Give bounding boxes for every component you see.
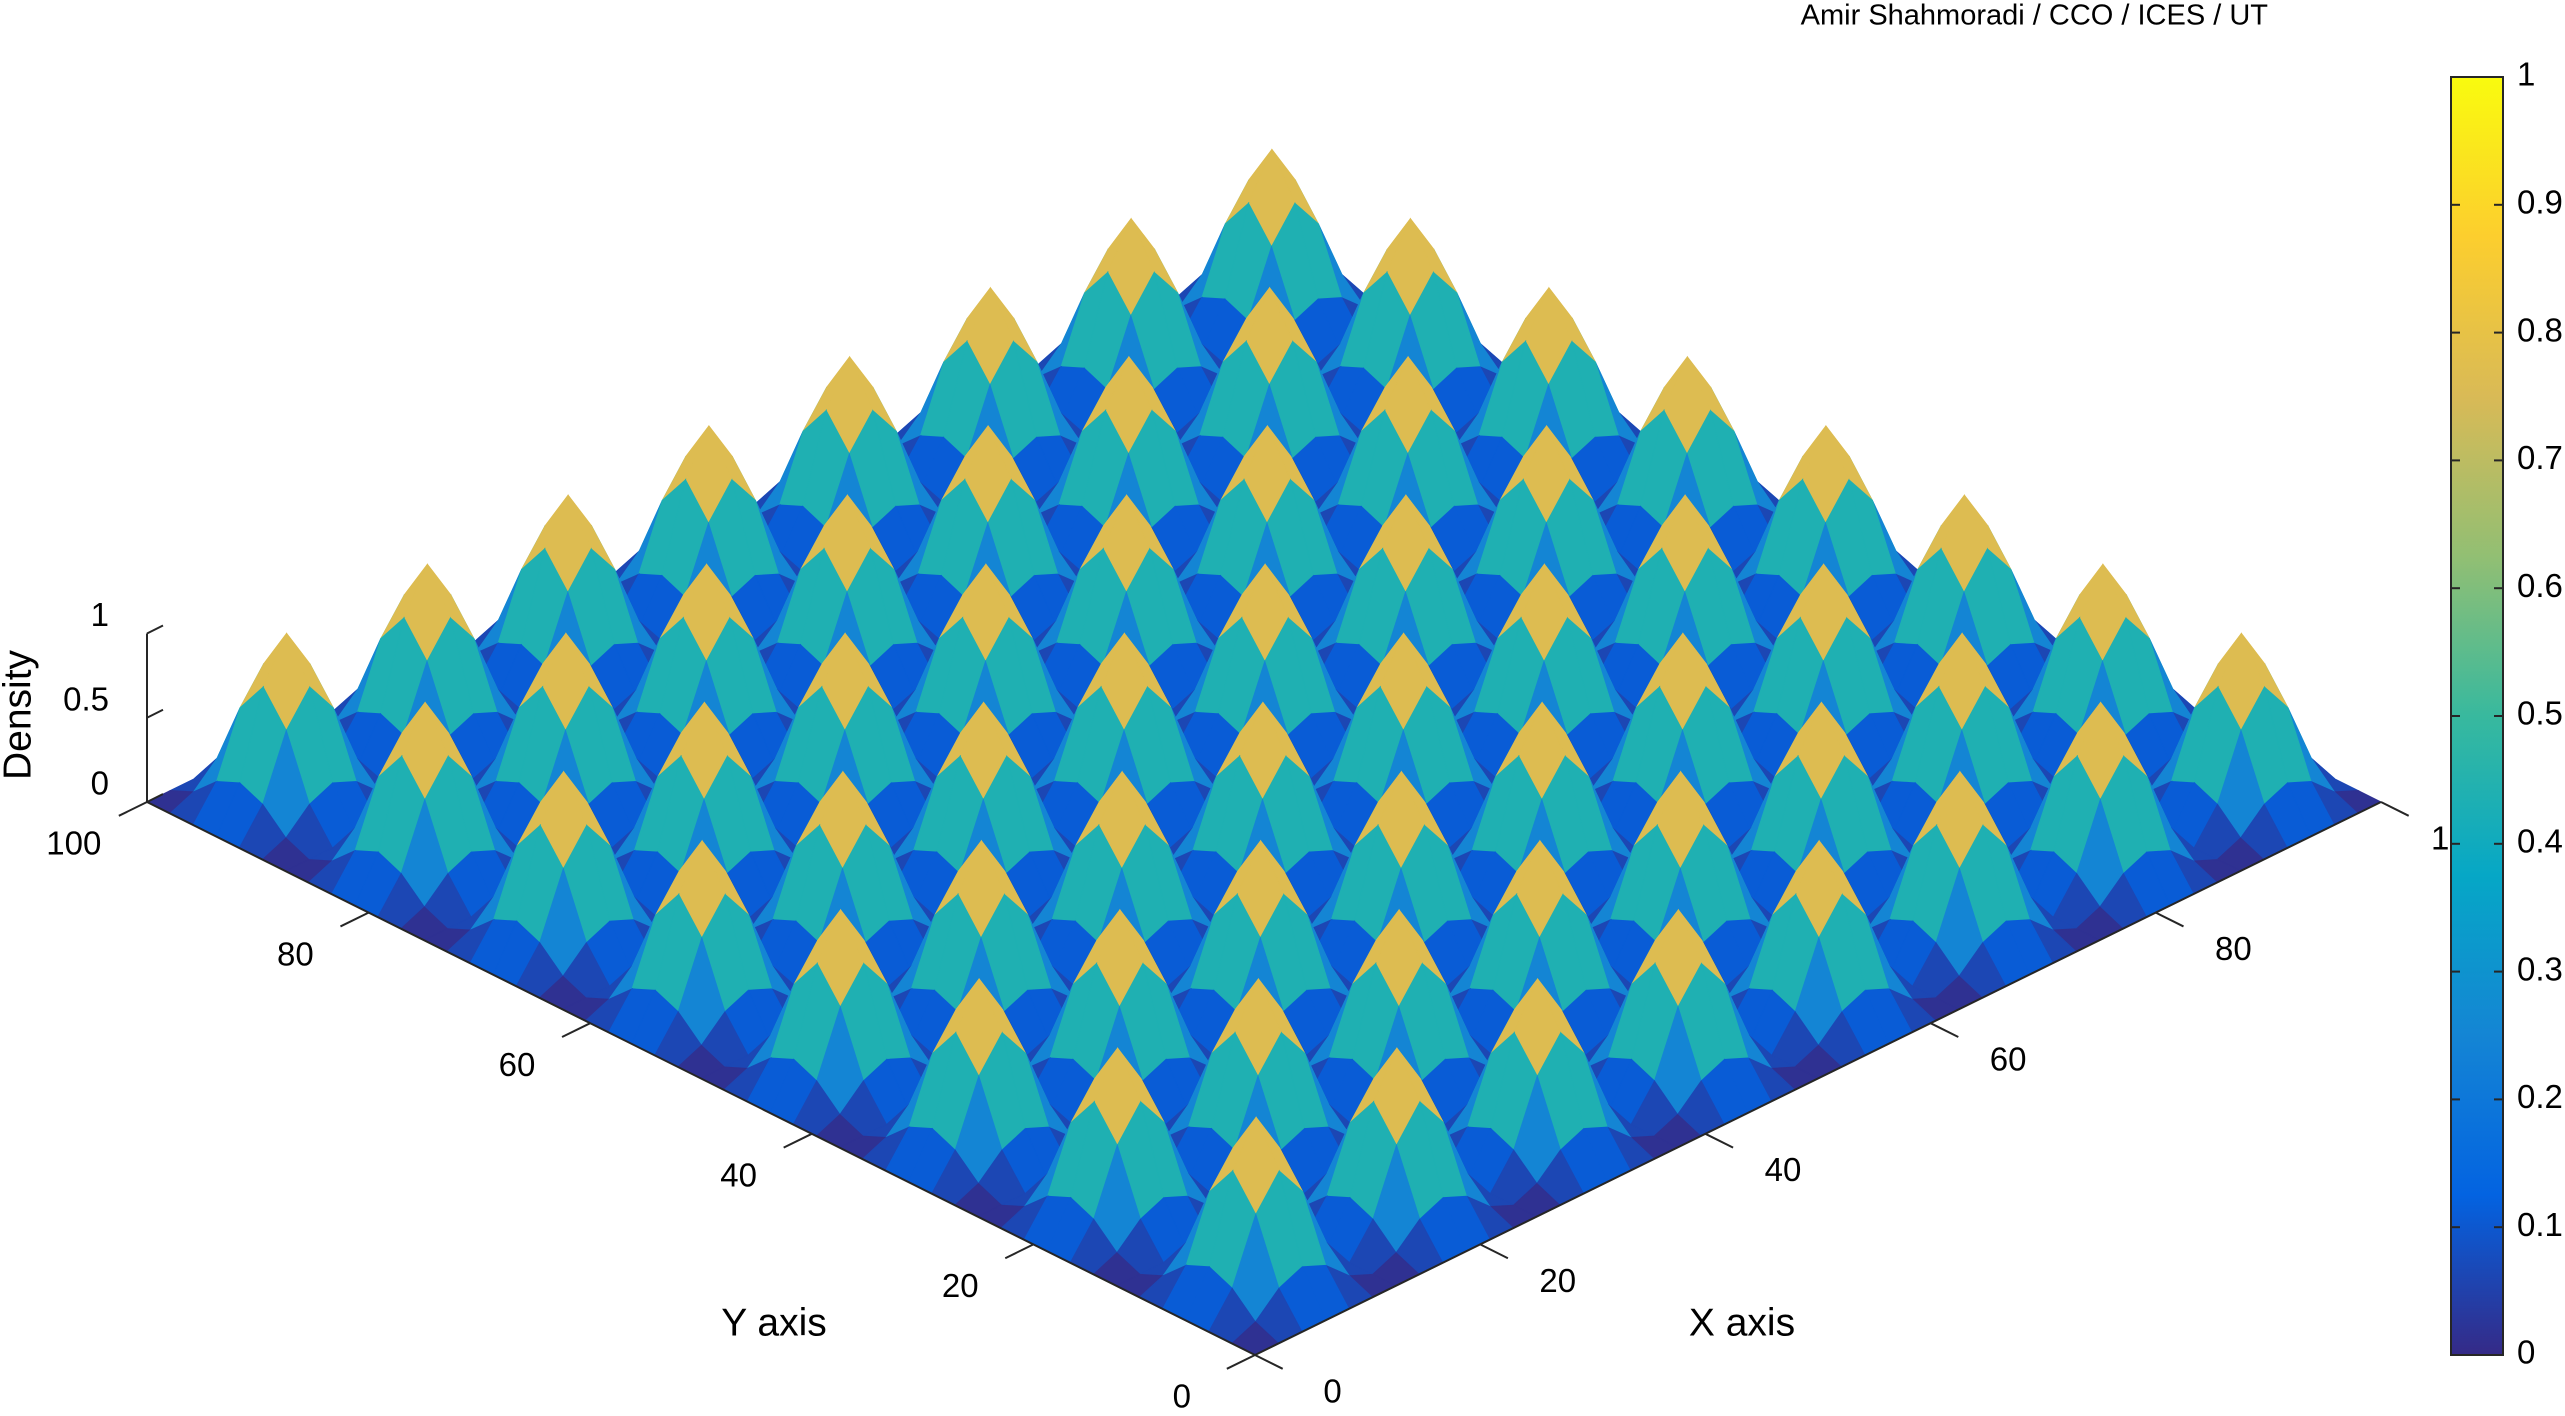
colorbar-tick-label: 0.4 — [2517, 823, 2563, 860]
colorbar-tick-label: 1 — [2517, 56, 2535, 93]
x-tick — [1254, 1354, 1284, 1370]
colorbar-ticks: 0 0.1 0.2 0.3 0.4 0.5 0.6 0.7 0.8 0.9 1 — [2451, 56, 2563, 1371]
y-tick-label: 80 — [277, 935, 314, 972]
z-tick — [146, 708, 164, 719]
x-tick — [1479, 1243, 1509, 1260]
x-tick — [2380, 801, 2410, 817]
y-tick — [561, 1022, 591, 1038]
colorbar-tick-label: 0.2 — [2517, 1078, 2563, 1115]
x-tick — [1704, 1132, 1734, 1149]
y-tick — [783, 1132, 813, 1149]
z-tick — [146, 624, 164, 635]
y-tick — [340, 911, 370, 928]
y-axis-line — [146, 801, 1256, 1356]
surface — [145, 148, 2383, 1356]
colorbar-tick-label: 0.3 — [2517, 950, 2563, 987]
z-tick-label: 0 — [91, 765, 109, 802]
annotation: Amir Shahmoradi / CCO / ICES / UT — [1801, 0, 2269, 32]
colorbar-tick-label: 0.1 — [2517, 1206, 2563, 1243]
z-tick-label: 1 — [91, 596, 109, 633]
y-tick — [1226, 1354, 1256, 1370]
x-axis-label: X axis — [1689, 1301, 1795, 1344]
colorbar-tick-label: 0.8 — [2517, 311, 2563, 348]
y-tick — [118, 801, 148, 817]
y-tick-label: 20 — [942, 1267, 979, 1304]
z-axis-label: Density — [0, 649, 39, 780]
x-tick-label: 0 — [1323, 1372, 1341, 1409]
y-tick — [1004, 1243, 1034, 1260]
x-tick — [2155, 911, 2184, 928]
colorbar-tick-label: 0.6 — [2517, 567, 2563, 604]
y-tick-label: 60 — [499, 1046, 536, 1083]
z-tick-label: 0.5 — [63, 680, 109, 717]
x-tick — [1930, 1022, 1959, 1038]
y-tick-label: 0 — [1173, 1378, 1191, 1415]
colorbar-tick-label: 0 — [2517, 1334, 2535, 1371]
y-axis-label: Y axis — [721, 1301, 827, 1344]
colorbar-tick-label: 0.9 — [2517, 184, 2563, 221]
y-tick-label: 40 — [720, 1156, 757, 1193]
x-axis-line — [1254, 801, 2382, 1356]
x-tick-label: 60 — [1990, 1041, 2027, 1078]
x-tick-label: 40 — [1765, 1151, 1802, 1188]
x-tick-label: 80 — [2215, 930, 2252, 967]
colorbar-tick-label: 0.7 — [2517, 439, 2563, 476]
colorbar-tick-label: 0.5 — [2517, 695, 2563, 732]
z-tick — [146, 793, 164, 803]
y-tick-label: 100 — [46, 825, 101, 862]
x-tick-label: 20 — [1539, 1262, 1576, 1299]
